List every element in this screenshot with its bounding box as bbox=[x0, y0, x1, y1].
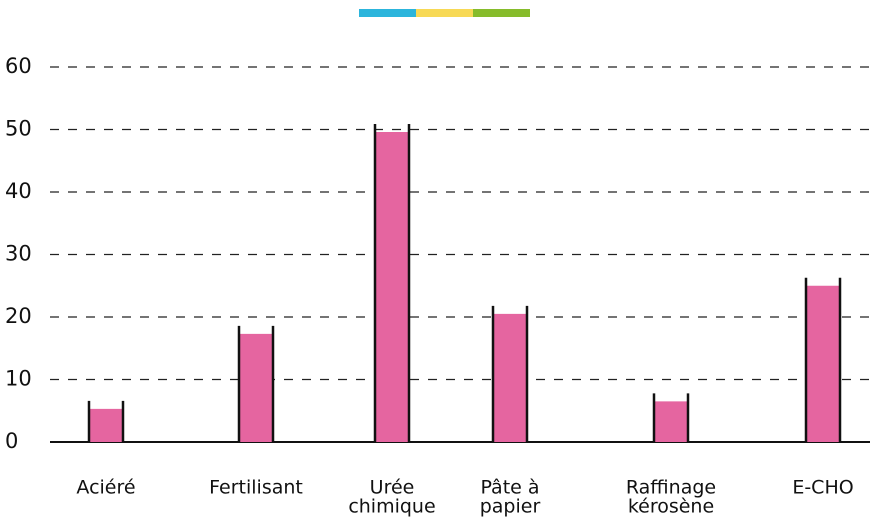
x-tick-label: Pâte à bbox=[480, 477, 539, 499]
x-tick-label: Aciéré bbox=[76, 477, 135, 499]
legend-swatch bbox=[416, 9, 473, 17]
x-tick-label: Urée bbox=[370, 477, 415, 499]
y-tick-label: 20 bbox=[5, 304, 32, 328]
bar bbox=[806, 285, 840, 442]
y-tick-label: 10 bbox=[5, 367, 32, 391]
x-tick-label: E-CHO bbox=[792, 477, 853, 499]
y-tick-label: 0 bbox=[5, 429, 18, 453]
x-tick-label: kérosène bbox=[628, 496, 714, 518]
legend-swatch bbox=[473, 9, 530, 17]
bar bbox=[493, 313, 527, 442]
x-tick-label: Fertilisant bbox=[209, 477, 303, 499]
x-tick-label: papier bbox=[480, 496, 541, 518]
bar bbox=[239, 333, 273, 442]
y-tick-label: 50 bbox=[5, 117, 32, 141]
x-tick-label: Raffinage bbox=[626, 477, 716, 499]
y-tick-label: 40 bbox=[5, 179, 32, 203]
y-tick-label: 30 bbox=[5, 242, 32, 266]
bar bbox=[375, 132, 409, 442]
x-tick-label: chimique bbox=[348, 496, 435, 518]
bar bbox=[654, 401, 688, 442]
y-tick-label: 60 bbox=[5, 54, 32, 78]
bar bbox=[89, 408, 123, 442]
legend-swatch bbox=[359, 9, 416, 17]
